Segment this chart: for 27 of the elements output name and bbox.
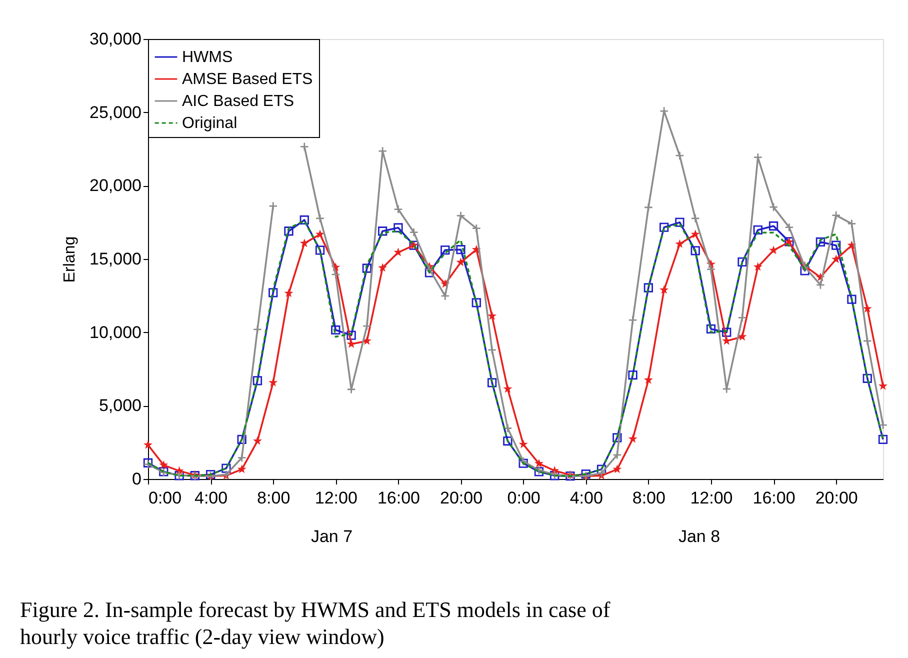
legend-label: Original	[182, 115, 238, 132]
y-tick-label: 10,000	[90, 322, 142, 342]
legend-label: AIC Based ETS	[182, 93, 294, 110]
y-axis-title: Erlang	[62, 236, 79, 283]
x-tick-label: 8:00	[632, 488, 666, 508]
x-tick-label: 12:00	[690, 488, 733, 508]
y-tick-label: 20,000	[90, 176, 142, 196]
x-tick-label: 4:00	[194, 488, 228, 508]
x-tick-label: 8:00	[257, 488, 290, 508]
x-tick-label: 16:00	[752, 488, 796, 508]
y-tick-label: 5,000	[98, 396, 142, 416]
x-tick-label: 0:00	[507, 488, 540, 508]
legend-label: HWMS	[182, 49, 233, 66]
x-tick-label: 4:00	[570, 488, 603, 508]
y-tick-label: 30,000	[90, 30, 142, 48]
text: Jan 7	[310, 527, 353, 546]
y-tick-label: 15,000	[90, 250, 142, 268]
y-tick-label: 0	[132, 470, 142, 488]
x-tick-label: 0:00	[148, 488, 182, 508]
y-tick-label: 25,000	[90, 102, 142, 122]
x-tick-label: 20:00	[440, 488, 483, 508]
text: Jan 8	[678, 527, 720, 546]
caption: Figure 2. In-sample forecast by HWMS and ETS models in case of hourly voice traffic (2-day view window)	[20, 597, 611, 649]
x-tick-label: 12:00	[314, 488, 358, 508]
x-tick-label: 20:00	[815, 488, 858, 508]
legend-label: AMSE Based ETS	[182, 71, 313, 88]
x-tick-label: 16:00	[377, 488, 420, 508]
